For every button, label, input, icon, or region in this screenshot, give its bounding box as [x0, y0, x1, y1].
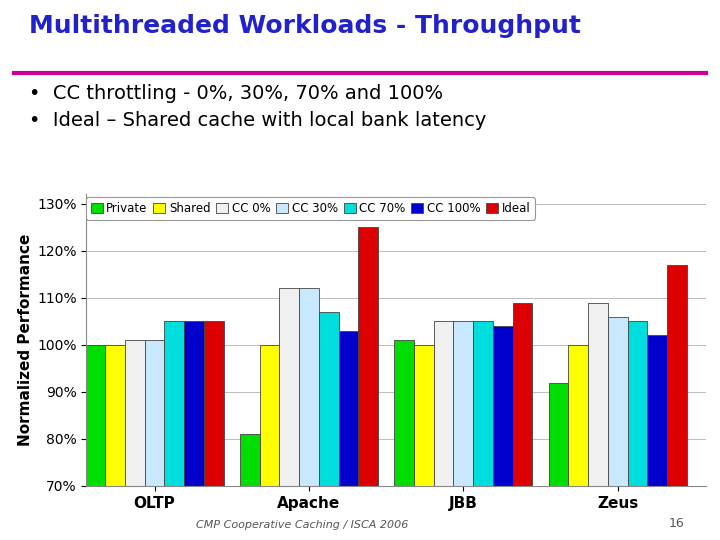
Bar — [608, 316, 628, 540]
Bar — [549, 382, 568, 540]
Bar — [414, 345, 433, 540]
Bar — [647, 335, 667, 540]
Bar — [588, 302, 608, 540]
Bar — [433, 321, 454, 540]
Legend: Private, Shared, CC 0%, CC 30%, CC 70%, CC 100%, Ideal: Private, Shared, CC 0%, CC 30%, CC 70%, … — [86, 198, 535, 220]
Bar — [473, 321, 493, 540]
Bar — [359, 227, 378, 540]
Bar — [667, 265, 687, 540]
Bar — [338, 331, 359, 540]
Bar — [395, 340, 414, 540]
Bar — [240, 434, 260, 540]
Bar — [628, 321, 647, 540]
Bar — [204, 321, 224, 540]
Bar — [260, 345, 279, 540]
Bar — [279, 288, 299, 540]
Bar — [105, 345, 125, 540]
Text: Multithreaded Workloads - Throughput: Multithreaded Workloads - Throughput — [29, 14, 580, 37]
Text: CMP Cooperative Caching / ISCA 2006: CMP Cooperative Caching / ISCA 2006 — [197, 520, 408, 530]
Bar — [145, 340, 164, 540]
Text: 16: 16 — [668, 517, 684, 530]
Bar — [319, 312, 338, 540]
Bar — [513, 302, 532, 540]
Text: •  Ideal – Shared cache with local bank latency: • Ideal – Shared cache with local bank l… — [29, 111, 486, 130]
Bar — [86, 345, 105, 540]
Y-axis label: Normalized Performance: Normalized Performance — [18, 234, 33, 447]
Bar — [184, 321, 204, 540]
Bar — [454, 321, 473, 540]
Bar — [493, 326, 513, 540]
Bar — [299, 288, 319, 540]
Text: •  CC throttling - 0%, 30%, 70% and 100%: • CC throttling - 0%, 30%, 70% and 100% — [29, 84, 443, 103]
Bar — [568, 345, 588, 540]
Bar — [125, 340, 145, 540]
Bar — [164, 321, 184, 540]
